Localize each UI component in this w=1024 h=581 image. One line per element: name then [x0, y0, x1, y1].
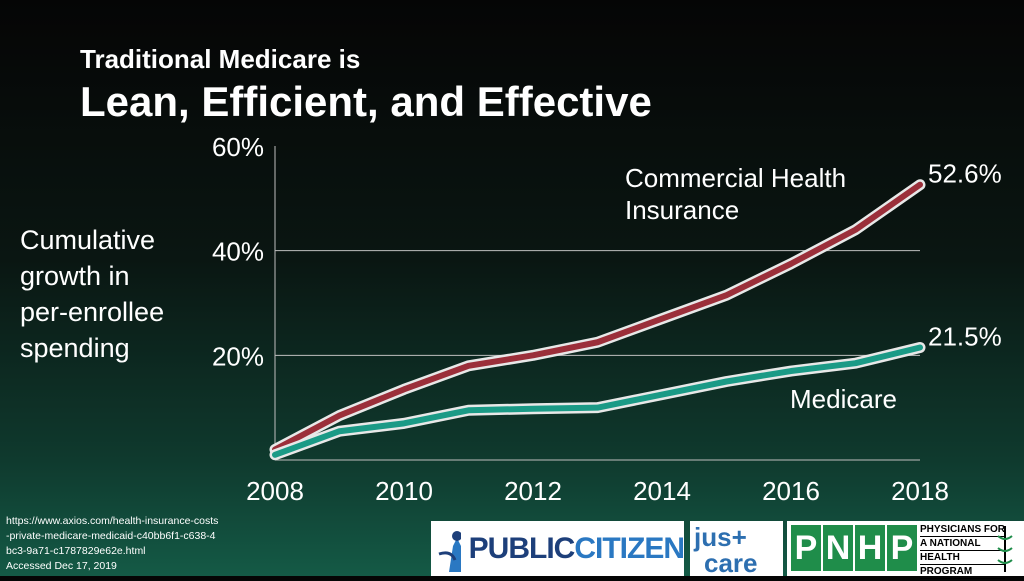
page-subtitle: Traditional Medicare is	[80, 44, 361, 74]
pnhp-letter: P	[887, 525, 917, 571]
source-url[interactable]: https://www.axios.com/health-insurance-c…	[6, 515, 219, 557]
y-axis-label-line: Cumulative	[20, 225, 156, 255]
just-care-logo[interactable]: jus+ care	[690, 521, 783, 578]
pnhp-letter: P	[791, 525, 821, 571]
public-citizen-logo[interactable]: PUBLICCITIZEN	[431, 521, 685, 576]
caduceus-icon	[997, 526, 1013, 572]
y-tick-label: 20%	[212, 341, 264, 371]
series-name-label: Commercial Health	[625, 163, 846, 193]
page-title: Lean, Efficient, and Effective	[80, 78, 652, 125]
pnhp-letter: H	[855, 525, 885, 571]
y-axis-label-line: growth in	[20, 261, 130, 291]
x-tick-label: 2010	[375, 476, 433, 506]
svg-text:care: care	[704, 548, 758, 576]
y-axis-label: Cumulative growth in per-enrollee spendi…	[20, 222, 195, 366]
series-end-value-label: 21.5%	[928, 321, 1002, 351]
x-tick-label: 2018	[891, 476, 949, 506]
x-tick-label: 2008	[246, 476, 304, 506]
y-axis-label-line: spending	[20, 333, 130, 363]
y-tick-label: 60%	[212, 132, 264, 162]
x-tick-label: 2012	[504, 476, 562, 506]
y-tick-label: 40%	[212, 237, 264, 267]
source-accessed: Accessed Dec 17, 2019	[6, 560, 117, 572]
pnhp-logo[interactable]: P N H P PHYSICIANS FOR A NATIONAL HEALTH…	[787, 521, 1024, 579]
series-end-value-label: 52.6%	[928, 159, 1002, 189]
statue-of-liberty-icon	[438, 530, 461, 572]
pnhp-letter: N	[823, 525, 853, 571]
svg-text:jus+: jus+	[693, 522, 747, 552]
just-care-wordmark: jus+ care	[693, 522, 758, 578]
series-name-label: Insurance	[625, 195, 739, 225]
series-name-label: Medicare	[790, 384, 897, 414]
line-chart: 20% 40% 60% 2008 2010 2012 2014 2016 2018 52.6% 21…	[212, 132, 1002, 506]
y-axis-label-line: per-enrollee	[20, 297, 165, 327]
public-citizen-wordmark: PUBLICCITIZEN	[468, 531, 685, 565]
x-tick-label: 2014	[633, 476, 691, 506]
series-line	[272, 344, 923, 458]
source-citation[interactable]: https://www.axios.com/health-insurance-c…	[6, 514, 221, 574]
series-line	[272, 181, 923, 453]
x-tick-label: 2016	[762, 476, 820, 506]
